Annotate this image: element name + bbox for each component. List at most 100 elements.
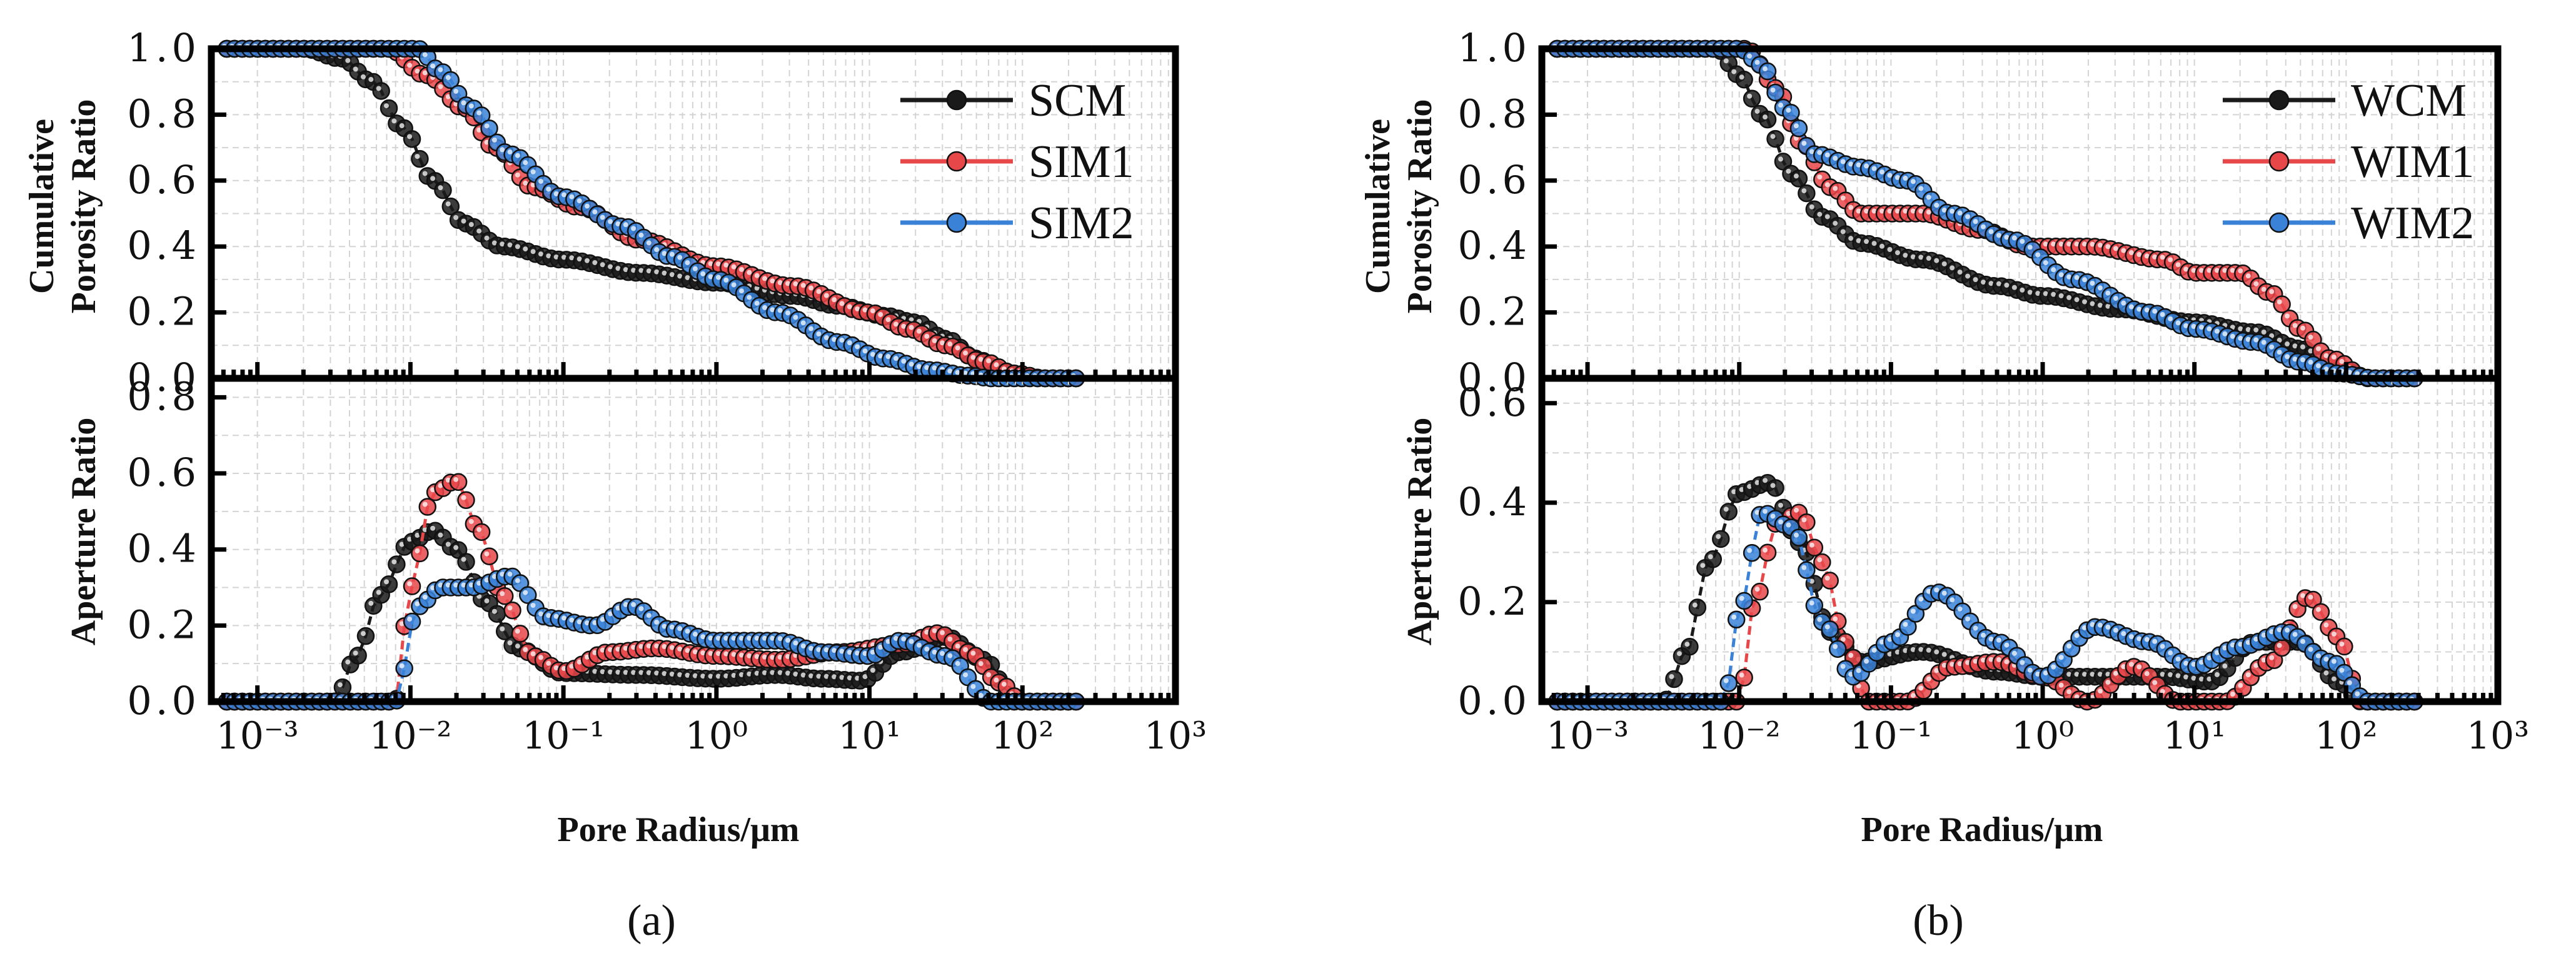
y-tick-label: 0.8 bbox=[127, 91, 200, 136]
x-tick-label: 10¹ bbox=[2163, 714, 2225, 758]
data-point-highlight-scm bbox=[623, 670, 628, 675]
data-point-highlight-wcm bbox=[1778, 502, 1783, 508]
data-point-highlight-sim2 bbox=[916, 364, 922, 370]
y-tick-label: 0.2 bbox=[127, 602, 200, 647]
data-point-highlight-wcm bbox=[1669, 674, 1674, 680]
data-point-highlight-sim1 bbox=[561, 666, 567, 672]
data-point-highlight-wim2 bbox=[2020, 238, 2025, 244]
data-point-highlight-wcm bbox=[1817, 211, 1823, 217]
data-point-highlight-sim1 bbox=[762, 654, 768, 660]
data-point-highlight-sim2 bbox=[445, 75, 451, 81]
data-point-wim2 bbox=[1798, 561, 1816, 579]
data-point-highlight-sim1 bbox=[947, 341, 953, 347]
data-point-highlight-scm bbox=[646, 670, 652, 675]
data-point-highlight-wim2 bbox=[1833, 156, 1838, 161]
data-point-highlight-sim1 bbox=[762, 276, 768, 281]
data-point-wim2 bbox=[1821, 620, 1839, 638]
legend-label-scm: SCM bbox=[1029, 75, 1126, 126]
data-point-highlight-wcm bbox=[2308, 348, 2313, 354]
data-point-highlight-wim1 bbox=[1973, 658, 1978, 664]
data-point-highlight-wcm bbox=[2323, 670, 2329, 676]
data-point-highlight-wim2 bbox=[1996, 233, 2001, 238]
data-point-highlight-wim2 bbox=[2128, 304, 2134, 310]
data-point-highlight-wim1 bbox=[2074, 241, 2080, 247]
data-point-highlight-sim2 bbox=[461, 582, 466, 588]
data-point-highlight-scm bbox=[391, 118, 397, 124]
data-point-highlight-sim1 bbox=[530, 651, 536, 657]
data-point-highlight-wim1 bbox=[2269, 655, 2275, 660]
data-point-highlight-wim2 bbox=[2027, 667, 2033, 673]
data-point-highlight-wim2 bbox=[2152, 638, 2158, 644]
data-point-highlight-wcm bbox=[2292, 343, 2298, 349]
data-point-highlight-scm bbox=[530, 249, 536, 255]
data-point-highlight-wim2 bbox=[1856, 162, 1861, 168]
data-point-wcm bbox=[1681, 637, 1699, 656]
data-point-highlight-wim2 bbox=[1778, 103, 1783, 108]
data-point-highlight-wcm bbox=[1894, 649, 1900, 655]
data-point-highlight-scm bbox=[569, 255, 575, 261]
data-point-highlight-wim1 bbox=[2082, 241, 2088, 247]
data-point-highlight-wim1 bbox=[2230, 692, 2235, 697]
data-point-highlight-wim2 bbox=[1973, 625, 1978, 631]
data-point-highlight-wcm bbox=[2082, 672, 2088, 677]
data-point-wcm bbox=[1743, 89, 1761, 108]
data-point-highlight-sim1 bbox=[947, 636, 953, 642]
data-point-highlight-wcm bbox=[1716, 533, 1721, 539]
data-point-highlight-wim1 bbox=[1739, 672, 1744, 678]
data-point-highlight-wcm bbox=[2074, 297, 2080, 303]
data-point-highlight-sim2 bbox=[500, 147, 505, 153]
data-point-highlight-scm bbox=[747, 671, 752, 677]
data-point-highlight-wcm bbox=[1708, 554, 1713, 560]
data-point-highlight-sim2 bbox=[561, 615, 567, 621]
data-point-highlight-wcm bbox=[1903, 253, 1908, 258]
data-point-highlight-sim2 bbox=[955, 370, 960, 375]
data-point-highlight-wim2 bbox=[2082, 625, 2088, 630]
data-point-highlight-wim2 bbox=[2144, 637, 2150, 642]
data-point-highlight-sim2 bbox=[978, 693, 984, 698]
data-point-wim2 bbox=[1719, 674, 1738, 692]
data-point-highlight-sim2 bbox=[715, 275, 721, 280]
data-point-highlight-wim1 bbox=[2253, 281, 2259, 286]
data-point-highlight-sim1 bbox=[785, 653, 791, 659]
data-point-highlight-wim1 bbox=[2300, 593, 2306, 598]
data-point-highlight-wim1 bbox=[1754, 587, 1760, 592]
data-point-highlight-wcm bbox=[1981, 280, 1986, 285]
data-point-highlight-sim2 bbox=[847, 650, 852, 655]
data-point-highlight-wcm bbox=[1684, 642, 1690, 647]
data-point-highlight-wim2 bbox=[1723, 678, 1729, 683]
data-point-highlight-wcm bbox=[2175, 673, 2181, 678]
data-point-highlight-sim2 bbox=[638, 606, 644, 612]
data-point-highlight-scm bbox=[808, 673, 814, 678]
data-point-highlight-wcm bbox=[1770, 483, 1776, 488]
data-point-wim2 bbox=[1735, 592, 1753, 610]
data-point-highlight-sim2 bbox=[785, 637, 791, 643]
data-point-highlight-wcm bbox=[1894, 250, 1900, 256]
cum-y-title-b-line1: Cumulative bbox=[1359, 119, 1397, 294]
data-point-highlight-wim2 bbox=[2292, 356, 2298, 362]
data-point-highlight-wim1 bbox=[1817, 557, 1823, 563]
data-point-wcm bbox=[1719, 503, 1738, 521]
data-point-highlight-wim2 bbox=[1754, 59, 1760, 65]
data-point-highlight-sim2 bbox=[600, 214, 605, 220]
data-point-highlight-sim2 bbox=[723, 277, 729, 283]
data-point-highlight-scm bbox=[646, 268, 652, 274]
data-point-highlight-wim2 bbox=[2300, 638, 2306, 644]
data-point-highlight-wim2 bbox=[2222, 331, 2228, 336]
data-point-highlight-scm bbox=[430, 525, 436, 531]
data-point-highlight-wim1 bbox=[2128, 662, 2134, 667]
y-tick-label: 0.0 bbox=[127, 678, 200, 723]
data-point-highlight-scm bbox=[677, 273, 683, 279]
data-point-highlight-sim2 bbox=[608, 611, 613, 617]
data-point-wim1 bbox=[1735, 668, 1753, 687]
data-point-highlight-wcm bbox=[1747, 483, 1753, 489]
data-point-highlight-sim2 bbox=[924, 646, 930, 652]
data-point-highlight-sim2 bbox=[800, 643, 806, 648]
data-point-highlight-wim1 bbox=[2004, 659, 2010, 665]
data-point-highlight-sim2 bbox=[970, 683, 976, 689]
data-point-highlight-wim2 bbox=[2004, 642, 2010, 648]
data-point-highlight-wim1 bbox=[1817, 174, 1823, 180]
data-point-highlight-sim2 bbox=[415, 601, 420, 607]
data-point-highlight-sim1 bbox=[978, 356, 984, 362]
data-point-highlight-sim2 bbox=[491, 573, 497, 579]
data-point-highlight-scm bbox=[638, 268, 644, 273]
